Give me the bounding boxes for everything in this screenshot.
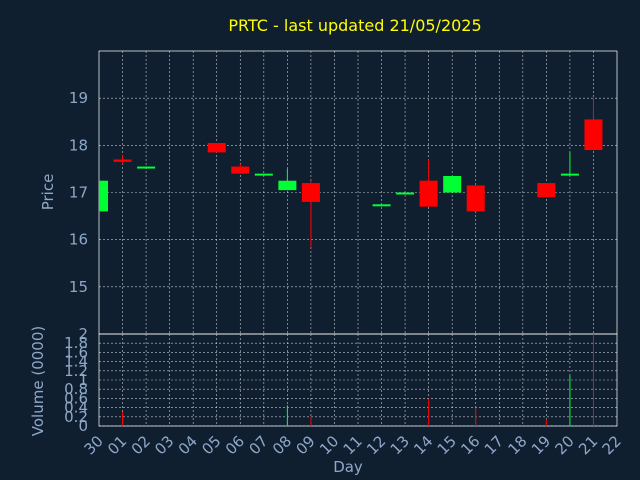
x-tick-label: 13 [387,432,413,458]
volume-tick-label: 2 [78,325,88,343]
price-tick-label: 18 [69,136,88,154]
price-axis-label: Price [39,174,57,211]
x-tick-label: 21 [575,432,601,458]
volume-panel: 00.20.40.60.811.21.41.61.823001020304050… [64,325,625,458]
candle-body [278,180,297,191]
candle-body [466,185,485,212]
x-tick-label: 07 [245,432,271,458]
x-tick-label: 10 [316,432,342,458]
price-tick-label: 15 [69,278,88,296]
volume-tick-label: 1.6 [64,343,88,361]
candle-body [537,183,556,198]
candle-body [231,166,250,174]
x-tick-label: 04 [175,432,201,458]
x-tick-label: 14 [410,432,436,458]
x-tick-label: 30 [81,432,107,458]
volume-tick-label: 0.4 [64,399,88,417]
volume-tick-label: 1.4 [64,353,88,371]
candle-body [207,142,226,153]
price-tick-label: 17 [69,184,88,202]
x-tick-label: 11 [340,432,366,458]
price-tick-label: 16 [69,231,88,249]
candle-body [560,173,579,176]
candle-body [396,192,415,195]
x-tick-label: 08 [269,432,295,458]
x-tick-label: 22 [599,432,625,458]
candle-body [372,204,391,207]
volume-axis-label: Volume (0000) [29,326,47,436]
chart-title: PRTC - last updated 21/05/2025 [228,16,481,35]
candle-body [254,173,273,176]
volume-tick-label: 0.2 [64,408,88,426]
candle-body [419,180,438,207]
x-tick-label: 01 [104,432,130,458]
x-tick-label: 12 [363,432,389,458]
candle-body [113,159,132,162]
volume-tick-label: 0.6 [64,389,88,407]
x-tick-label: 19 [528,432,554,458]
volume-tick-label: 1 [78,371,88,389]
x-tick-label: 05 [198,432,224,458]
candle-body [301,183,320,202]
x-axis-label: Day [333,458,363,476]
candle-body [137,166,156,169]
volume-tick-label: 1.2 [64,362,88,380]
x-tick-label: 20 [552,432,578,458]
x-tick-label: 15 [434,432,460,458]
x-tick-label: 03 [151,432,177,458]
x-tick-label: 06 [222,432,248,458]
volume-tick-label: 0 [78,417,88,435]
x-tick-label: 16 [457,432,483,458]
candle-body [584,119,603,151]
volume-tick-label: 1.8 [64,334,88,352]
x-tick-label: 18 [504,432,530,458]
candle-body [443,175,462,193]
candle-body [99,180,108,212]
x-tick-label: 09 [293,432,319,458]
volume-tick-label: 0.8 [64,380,88,398]
x-tick-label: 17 [481,432,507,458]
x-tick-label: 02 [128,432,154,458]
volume-frame [98,333,618,427]
price-panel: 15 16 17 18 19 [69,50,618,335]
price-tick-label: 19 [69,89,88,107]
